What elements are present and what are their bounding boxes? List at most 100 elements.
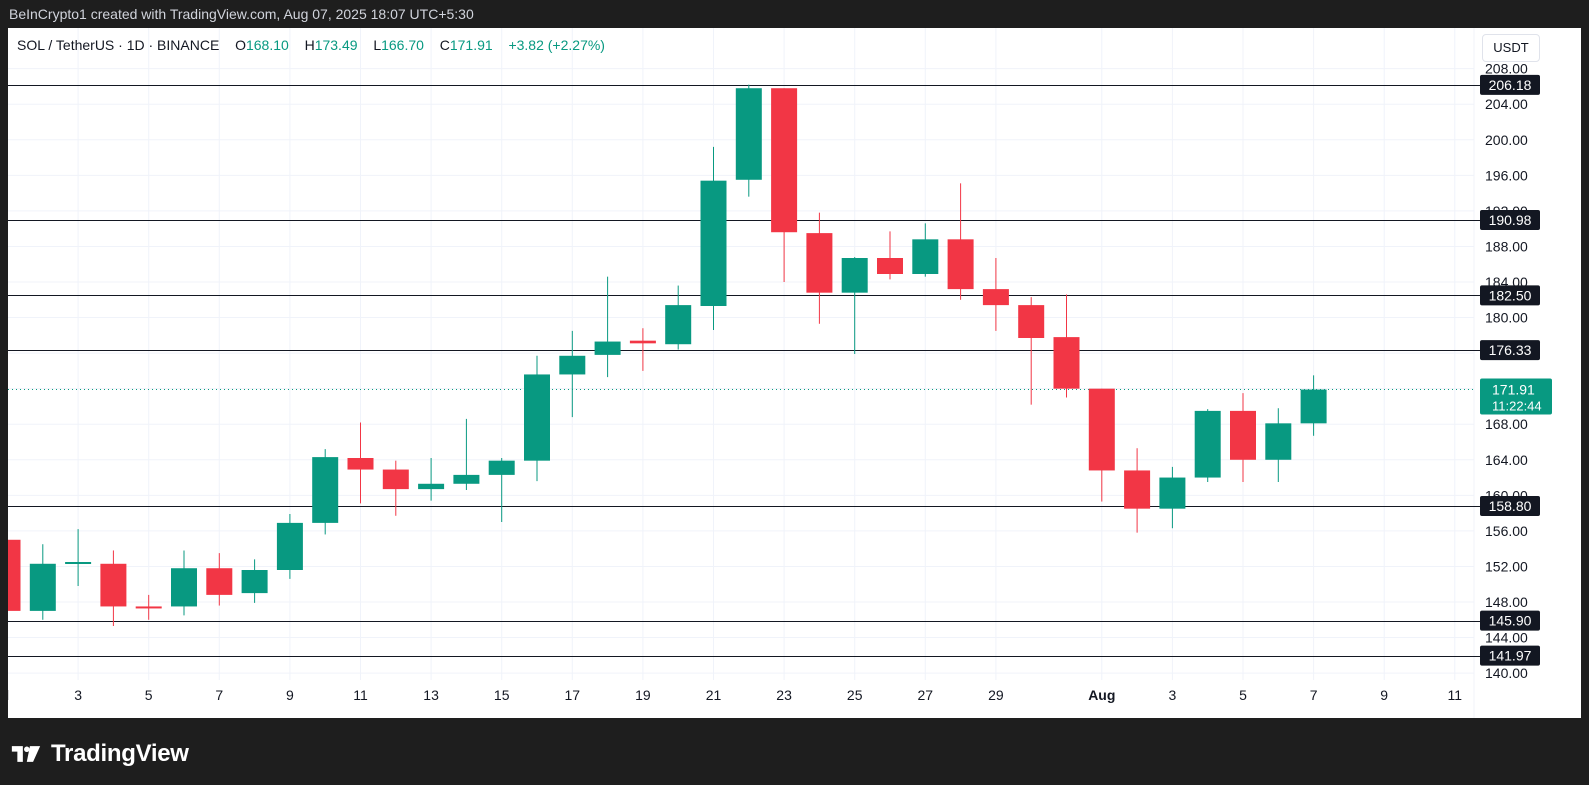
candle[interactable] (877, 231, 903, 280)
price-tick-label: 188.00 (1485, 238, 1528, 254)
tradingview-logo-icon[interactable] (9, 743, 43, 765)
price-tick-label: 164.00 (1485, 452, 1528, 468)
price-tick-label: 148.00 (1485, 594, 1528, 610)
candle[interactable] (806, 212, 833, 324)
candle[interactable] (1300, 375, 1327, 436)
level-badge-label: 145.90 (1489, 613, 1532, 629)
price-tick-label: 196.00 (1485, 167, 1528, 183)
candle-body (982, 289, 1009, 306)
candle-body (559, 355, 586, 375)
candle[interactable] (629, 328, 656, 371)
candle[interactable] (29, 544, 56, 620)
candle-body (276, 522, 303, 570)
high-value: 173.49 (314, 37, 358, 53)
candle[interactable] (1159, 466, 1186, 529)
candle-body (1018, 305, 1045, 338)
time-tick-label: Aug (1088, 687, 1115, 703)
time-tick-label: 11 (353, 687, 368, 703)
candle[interactable] (312, 449, 339, 535)
candle[interactable] (912, 223, 939, 277)
time-tick-label: 25 (847, 687, 863, 703)
candle-body (912, 239, 939, 274)
candlestick-chart[interactable]: 140.00144.00148.00152.00156.00160.00164.… (8, 28, 1581, 718)
candle[interactable] (735, 84, 762, 197)
price-tick-label: 180.00 (1485, 310, 1528, 326)
candle[interactable] (171, 550, 197, 616)
price-tick-label: 200.00 (1485, 132, 1528, 148)
candle-body (312, 457, 339, 523)
candle[interactable] (771, 88, 798, 282)
time-tick-label: 3 (74, 687, 82, 703)
candle-body (594, 341, 621, 355)
candle[interactable] (8, 535, 21, 615)
candle[interactable] (841, 257, 868, 354)
candle[interactable] (1194, 409, 1221, 482)
current-price-label: 171.91 (1492, 382, 1535, 398)
candle-body (29, 563, 56, 611)
candle[interactable] (135, 594, 162, 620)
brand-name[interactable]: TradingView (51, 739, 189, 767)
symbol-info[interactable]: SOL / TetherUS · 1D · BINANCE (17, 37, 220, 53)
candle[interactable] (594, 276, 621, 378)
time-tick-label: 9 (1380, 687, 1388, 703)
candle[interactable] (982, 258, 1009, 331)
time-axis: l 3 5 7 9 11 13 15 17 19 21 23 25 27 29 Aug 3 5 7 9 11 (8, 687, 1462, 703)
candle[interactable] (1265, 408, 1292, 482)
candle[interactable] (488, 458, 515, 522)
candle[interactable] (1124, 448, 1151, 533)
candle-body (947, 239, 974, 290)
candle-body (1194, 410, 1221, 478)
candle-body (418, 483, 445, 490)
current-price-badge (1480, 378, 1552, 415)
time-tick-label: 29 (988, 687, 1004, 703)
time-tick-label: 7 (215, 687, 223, 703)
candle-body (1159, 477, 1186, 509)
close-value: 171.91 (449, 37, 493, 53)
candle[interactable] (947, 183, 974, 300)
candle[interactable] (1088, 388, 1115, 502)
candle[interactable] (382, 460, 409, 516)
candle[interactable] (1053, 294, 1080, 398)
open-value: 168.10 (245, 37, 289, 53)
candle-body (1300, 389, 1327, 424)
candle-body (524, 374, 550, 461)
candle[interactable] (453, 418, 480, 490)
candle[interactable] (700, 146, 727, 330)
level-badge (1480, 496, 1540, 516)
candle-body (488, 460, 515, 475)
time-tick-label: 21 (706, 687, 722, 703)
open-label: O (235, 37, 246, 53)
price-tick-label: 140.00 (1485, 665, 1528, 681)
candle[interactable] (1230, 393, 1256, 482)
chart-panel[interactable]: 140.00 144.00 148.00 152.00 156.00 160.00 164.… (8, 28, 1581, 718)
candle-body (171, 568, 197, 607)
candle-body (206, 568, 233, 595)
countdown-label: 11:22:44 (1492, 399, 1542, 414)
candle-body (65, 562, 92, 564)
level-badge-label: 182.50 (1489, 287, 1532, 303)
time-tick-label: 3 (1169, 687, 1177, 703)
candle[interactable] (100, 550, 127, 626)
level-badge (1480, 285, 1540, 306)
horizontal-levels (8, 85, 1480, 657)
candle[interactable] (665, 285, 692, 350)
candle[interactable] (347, 422, 374, 504)
candle[interactable] (206, 553, 233, 606)
candle[interactable] (524, 355, 550, 482)
level-badge (1480, 340, 1540, 361)
candle-body (100, 563, 127, 607)
candle[interactable] (65, 529, 92, 586)
candle-body (1124, 470, 1151, 509)
candle[interactable] (559, 330, 586, 418)
candle[interactable] (241, 559, 268, 603)
candle[interactable] (276, 514, 303, 579)
candle[interactable] (1018, 297, 1045, 405)
level-badge (1480, 74, 1540, 95)
candle[interactable] (418, 458, 445, 501)
candles (8, 84, 1327, 626)
candle-body (771, 88, 798, 233)
high-label: H (304, 37, 315, 53)
time-tick-label: 27 (918, 687, 934, 703)
level-badge-label: 158.80 (1489, 498, 1532, 514)
currency-button[interactable]: USDT (1482, 34, 1540, 62)
